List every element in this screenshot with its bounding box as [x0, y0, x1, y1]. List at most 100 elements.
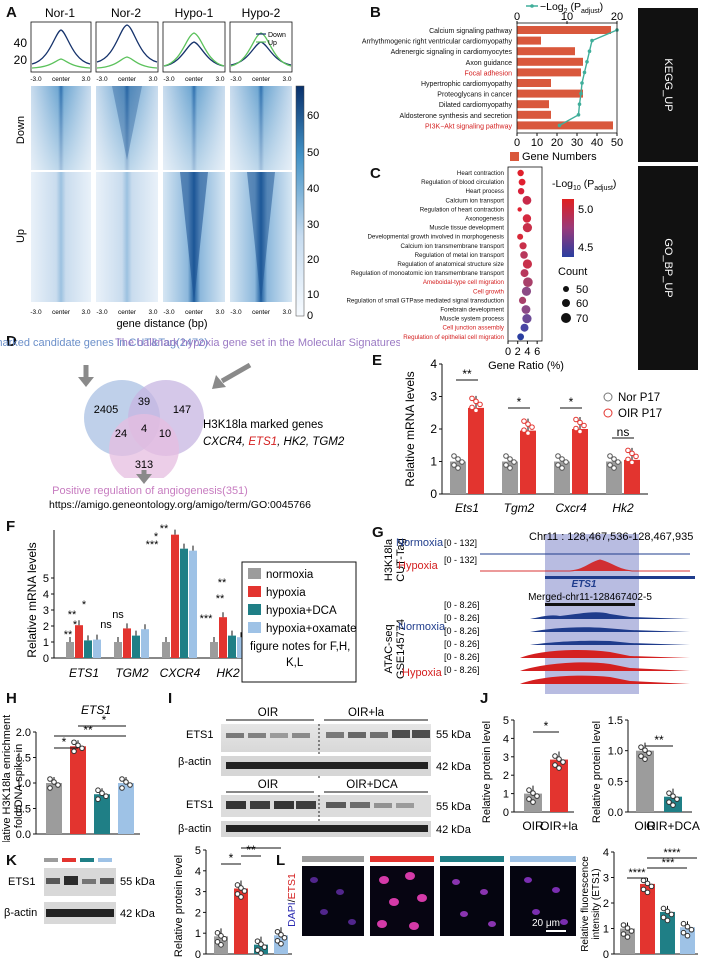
sig-label: *	[544, 719, 549, 733]
bar-dca	[132, 635, 140, 658]
heatmap-up	[31, 86, 292, 302]
y-tick-label: 2.0	[16, 727, 31, 739]
svg-text:147: 147	[173, 404, 191, 416]
bar	[660, 911, 675, 954]
heatmap-down	[31, 86, 292, 170]
panel-label-b: B	[370, 4, 381, 21]
data-point	[451, 462, 457, 468]
panel-label-j: J	[480, 690, 489, 707]
go-term-label: Regulation of anatomical structure size	[397, 261, 504, 268]
legend-swatch	[248, 568, 261, 579]
legend-marker	[603, 392, 613, 402]
data-point	[274, 928, 281, 935]
data-point	[71, 748, 77, 755]
svg-text:center: center	[185, 309, 204, 316]
y-tick-label: 4	[195, 866, 201, 878]
svg-text:4.5: 4.5	[578, 242, 593, 254]
b-top-tick: 20	[611, 11, 623, 23]
bar-oir	[468, 407, 484, 494]
kegg-neglogp-point	[590, 38, 594, 43]
b-top-tick: 0	[514, 11, 520, 23]
y-tick-label: 2	[43, 621, 49, 633]
svg-text:−Log2 (Padjust): −Log2 (Padjust)	[540, 1, 603, 15]
svg-text:Merged-chr11-128467402-5: Merged-chr11-128467402-5	[528, 592, 652, 603]
sig-label: **	[218, 577, 227, 589]
gene-label: HK2	[216, 666, 240, 680]
svg-text:3.0: 3.0	[215, 76, 224, 83]
h-ylabel: fold/DNA spike-in	[13, 744, 25, 828]
bar-normoxia	[66, 642, 74, 658]
data-point	[644, 889, 651, 896]
data-point	[615, 459, 621, 465]
sig-label: *	[154, 531, 159, 543]
go-term-label: Cell growth	[473, 288, 505, 295]
legend-label: OIR P17	[618, 408, 662, 420]
venn-counts: 2405 39 147 24 4 10 313	[94, 396, 191, 471]
panel-k-blot: ETS1 55 kDa β-actin 42 kDa	[4, 858, 156, 924]
sig-label: **	[462, 367, 472, 381]
y-tick-label: 2	[430, 422, 437, 436]
colorbar	[295, 85, 305, 317]
go-dot	[517, 207, 522, 212]
f-ylabel: Relative mRNA levels	[25, 542, 39, 657]
svg-text:Normoxia: Normoxia	[398, 621, 446, 633]
svg-text:-3.0: -3.0	[30, 76, 42, 83]
svg-text:3.0: 3.0	[148, 309, 157, 316]
profile-up-curves	[31, 32, 292, 69]
svg-text:50: 50	[307, 147, 319, 159]
go-side-label: GO_BP_UP	[638, 166, 698, 370]
bar-dca	[228, 635, 236, 658]
panel-label-k: K	[6, 852, 17, 869]
profile-ytick: 20	[14, 53, 28, 67]
panel-e-chart: 0 1 2 3 4 Relative mRNA levels Ets1 ** Tgm2 * Cxcr…	[403, 357, 662, 515]
data-point	[123, 779, 129, 785]
kegg-neglogp-point	[585, 60, 589, 64]
y-tick-label: 5	[195, 845, 201, 857]
svg-text:[0 - 8.26]: [0 - 8.26]	[444, 626, 480, 636]
svg-text:0: 0	[307, 310, 313, 322]
go-term-label: Developmental growth involved in morphog…	[367, 234, 504, 241]
data-point	[638, 753, 644, 759]
go-dot	[517, 188, 525, 195]
y-tick-label: 0.5	[608, 776, 623, 788]
y-tick-label: 2	[195, 907, 201, 919]
data-point	[278, 931, 284, 938]
legend-note: figure notes for F,H,	[250, 641, 350, 653]
y-tick-label: 0	[43, 653, 49, 665]
data-point	[469, 395, 475, 402]
set2-label: The hallmark hypoxia gene set in the Mol…	[115, 337, 400, 349]
bar-oxamate	[189, 550, 197, 658]
svg-text:Count: Count	[558, 266, 587, 278]
bar-oir	[520, 430, 536, 494]
data-point	[455, 465, 461, 471]
legend-up: Up	[268, 40, 277, 47]
data-point	[552, 753, 558, 759]
y-tick-label: 1	[43, 637, 49, 649]
y-tick-label: 4	[430, 357, 437, 371]
panel-label-f: F	[6, 518, 16, 535]
data-point	[555, 453, 561, 459]
svg-text:[0 - 8.26]: [0 - 8.26]	[444, 613, 480, 623]
svg-text:ETS1: ETS1	[186, 799, 214, 811]
go-dot	[519, 242, 527, 250]
bar-oir	[624, 459, 640, 494]
panel-label-c: C	[370, 165, 381, 182]
svg-text:3.0: 3.0	[215, 309, 224, 316]
data-point	[573, 416, 579, 423]
legend-marker	[603, 408, 613, 418]
sig-label: **	[160, 523, 169, 535]
svg-text:3.0: 3.0	[81, 309, 90, 316]
bar-hypoxia	[75, 625, 83, 658]
svg-text:center: center	[118, 309, 137, 316]
kegg-term-label: Calcium signaling pathway	[429, 28, 512, 35]
sample-title: Nor-2	[111, 6, 141, 20]
data-point	[563, 459, 569, 465]
data-point	[581, 422, 587, 429]
go-term-label: Ameboidal-type cell migration	[423, 279, 505, 286]
data-point	[221, 936, 228, 942]
data-point	[278, 940, 284, 947]
svg-text:[0 - 8.26]: [0 - 8.26]	[444, 600, 480, 610]
go-term-label: Muscle tissue development	[429, 225, 504, 232]
set3-label: Positive regulation of angiogenesis(351)	[52, 485, 248, 497]
